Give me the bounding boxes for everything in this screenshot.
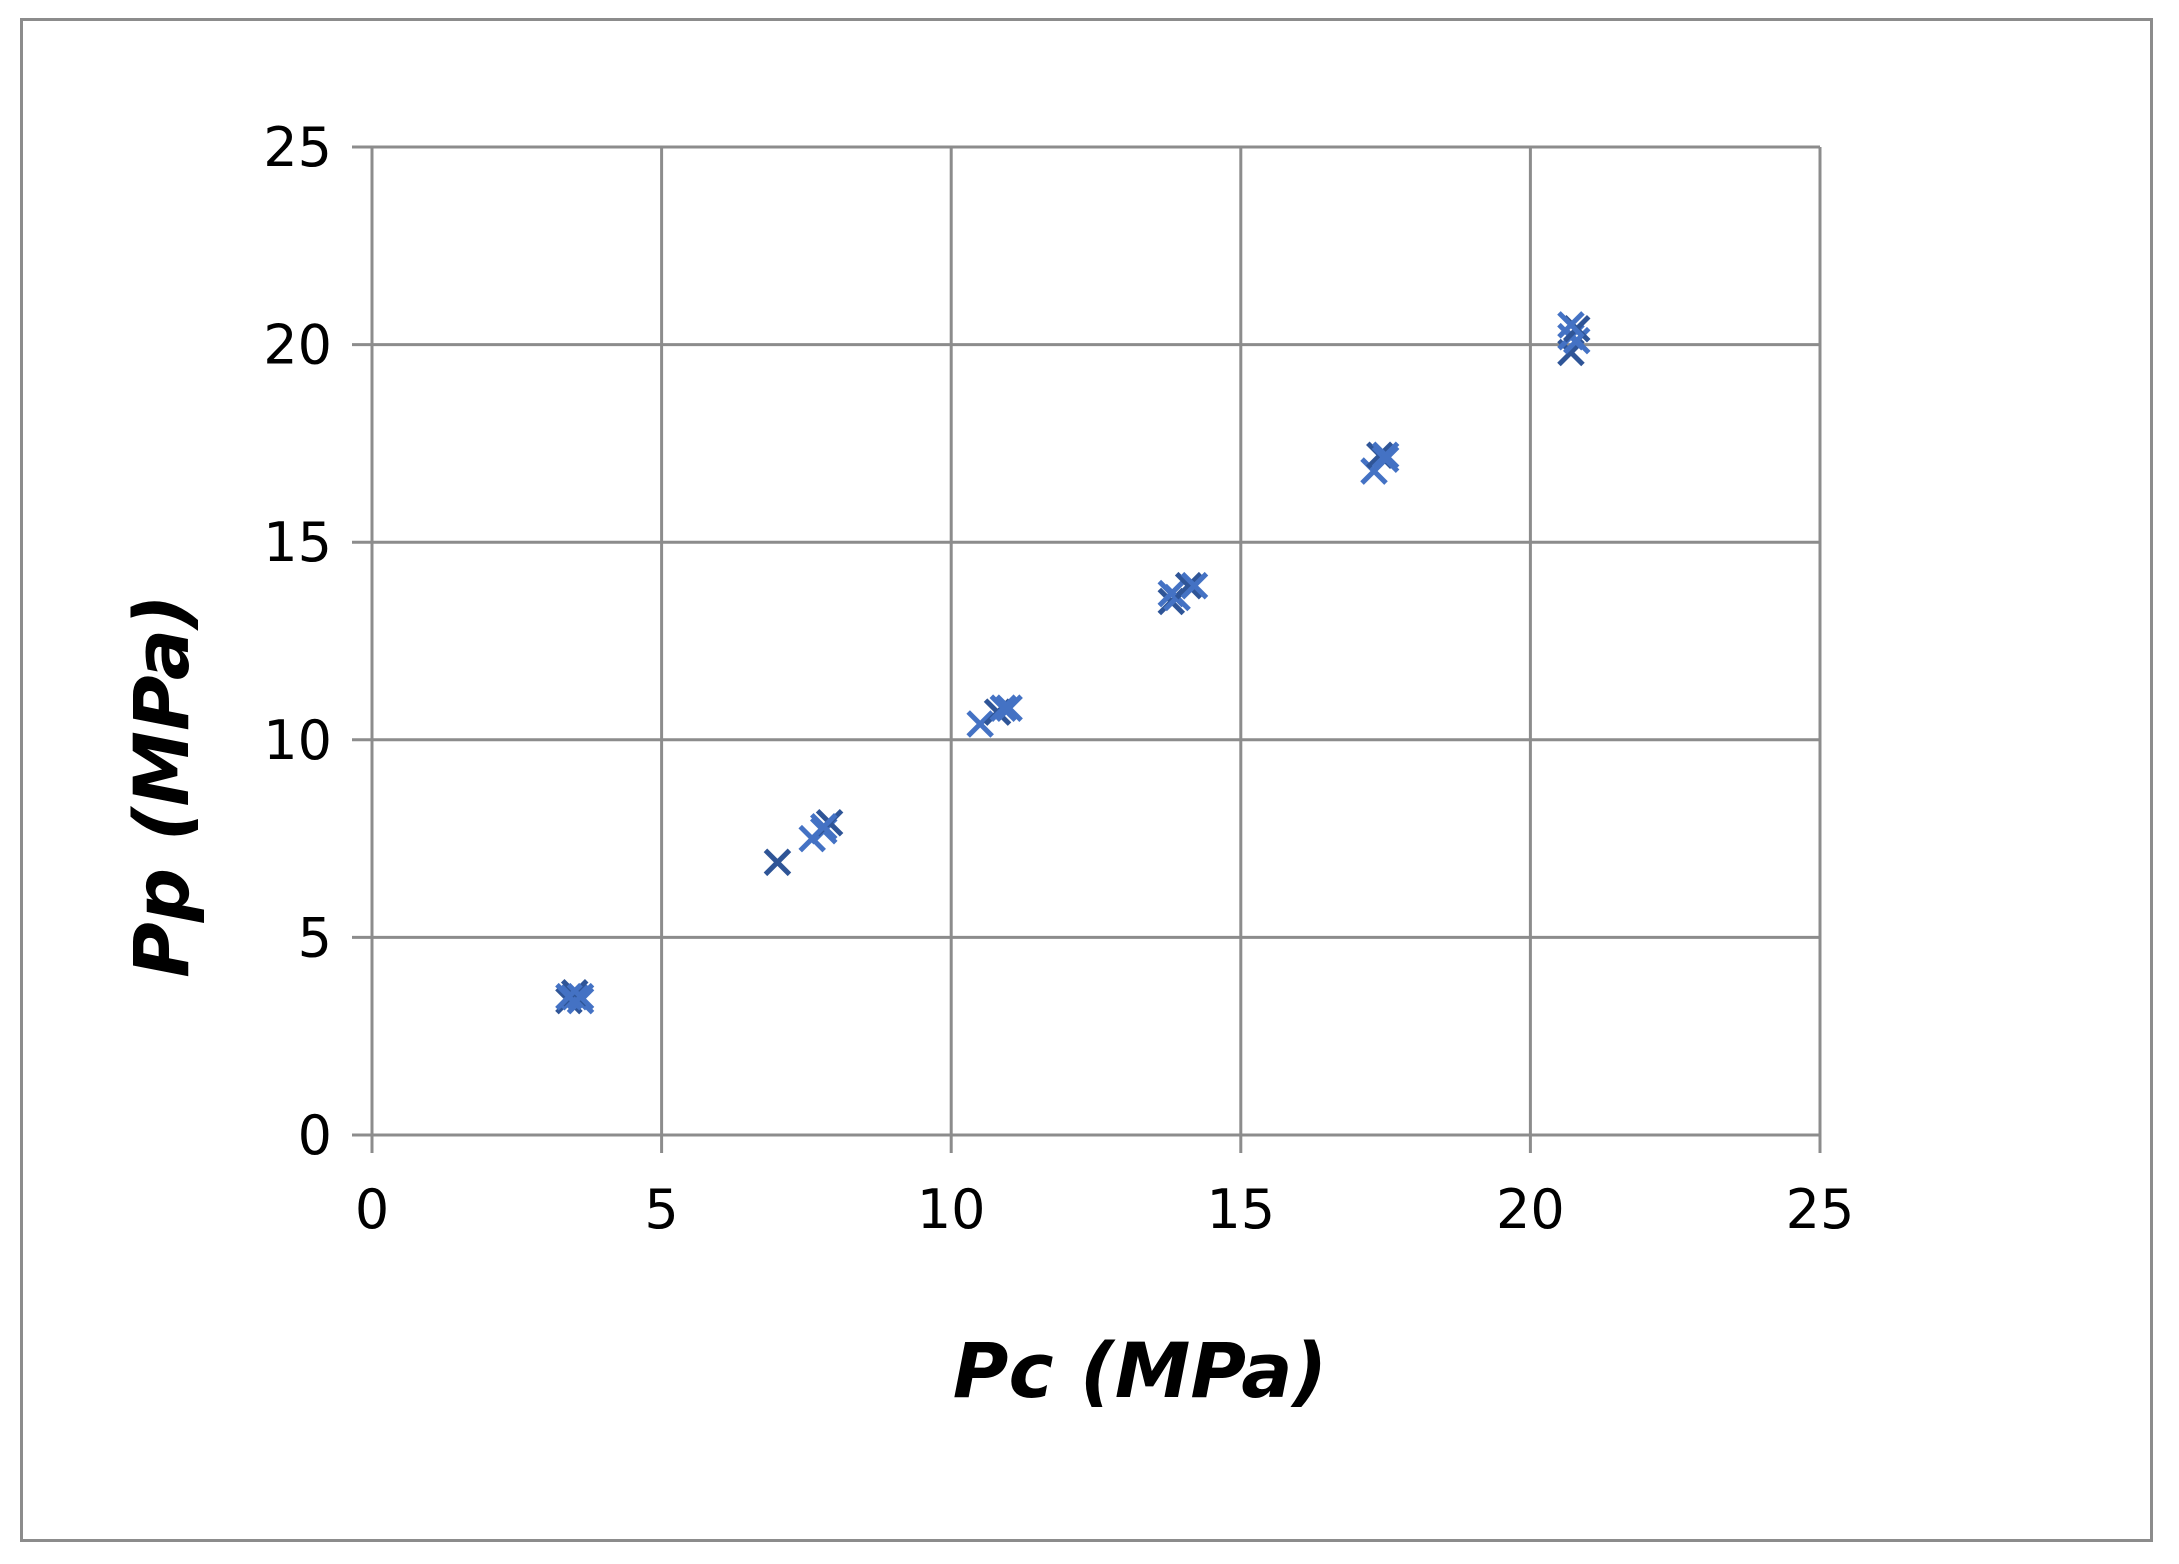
data-point-marker [810,812,838,841]
x-tick-label: 25 [1786,1178,1855,1241]
x-tick-label: 10 [917,1178,986,1241]
data-point-marker [763,848,792,877]
data-point-marker [555,982,583,1011]
data-point-marker [1371,441,1400,470]
data-point-marker [995,694,1023,722]
data-point-marker [1157,579,1186,608]
x-tick-label: 15 [1206,1178,1275,1241]
data-point-marker [1174,571,1203,600]
data-point-marker [1180,571,1209,600]
grid-layer [352,145,1822,1153]
data-point-marker [1371,445,1400,473]
y-tick-label: 10 [263,709,332,772]
y-tick-label: 0 [298,1104,332,1167]
data-point-marker [989,694,1018,722]
x-tick-label: 0 [355,1178,389,1241]
chart-frame [20,18,2153,1542]
x-tick-label: 20 [1496,1178,1565,1241]
data-point-marker [1557,311,1585,339]
marker-layer [555,311,1591,1015]
y-tick-label: 5 [298,906,332,969]
data-point-marker [966,710,994,738]
y-tick-label: 20 [263,314,332,377]
tick-label-layer: 0 5 10 15 20 25 0 5 10 15 20 25 [263,116,1854,1241]
y-axis-title: Pp (MPa) [117,594,206,978]
x-axis-title: Pc (MPa) [953,1326,1327,1415]
x-tick-label: 5 [644,1178,678,1241]
y-tick-label: 25 [263,116,332,179]
data-point-marker [566,982,595,1011]
y-tick-label: 15 [263,511,332,574]
